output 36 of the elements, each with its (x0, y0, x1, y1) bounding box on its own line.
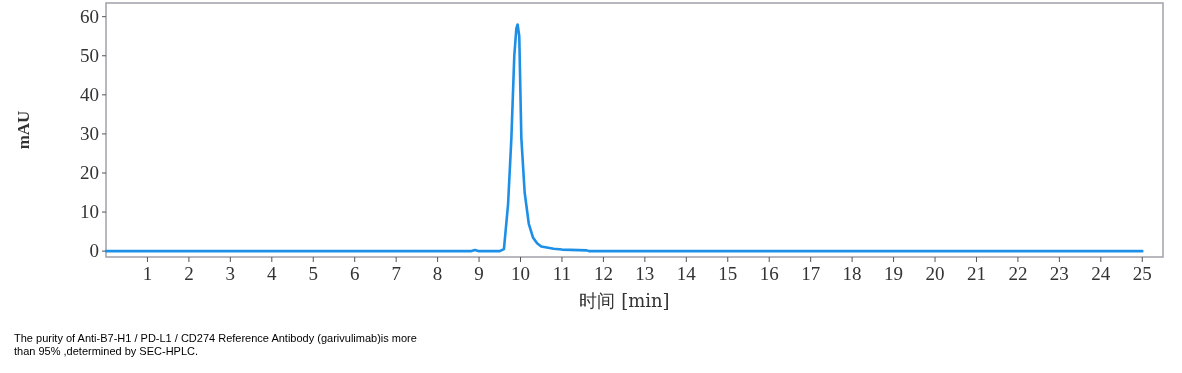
x-tick-label: 2 (184, 263, 194, 284)
x-tick-label: 25 (1132, 263, 1152, 284)
x-tick-label: 16 (759, 263, 779, 284)
y-tick-label: 30 (80, 122, 99, 144)
x-tick-label: 12 (593, 263, 613, 284)
y-tick-label: 40 (80, 83, 99, 105)
y-tick-label: 60 (80, 5, 99, 27)
x-tick-label: 24 (1091, 263, 1111, 284)
x-tick-label: 21 (966, 263, 986, 284)
x-tick-label: 14 (676, 263, 697, 284)
y-axis-title: mAU (14, 110, 33, 150)
x-tick-label: 6 (349, 263, 360, 284)
x-tick-label: 18 (842, 263, 862, 284)
y-tick-label: 10 (80, 201, 99, 223)
x-tick-label: 9 (474, 263, 484, 284)
x-tick-label: 11 (552, 263, 572, 284)
text: The purity of Anti-B7-H1 / PD-L1 / CD274 Reference Antibody (garivulimab)is more than 95% ,determined by SEC-HPLC. (14, 332, 418, 358)
x-tick-label: 1 (142, 263, 153, 284)
x-tick-label: 4 (267, 263, 278, 284)
x-tick-label: 20 (925, 263, 945, 284)
x-tick-label: 13 (635, 263, 655, 284)
x-tick-label: 8 (432, 263, 443, 284)
x-tick-label: 10 (511, 263, 531, 284)
x-tick-label: 15 (718, 263, 738, 284)
x-axis-title: 时间 [min] (579, 290, 670, 311)
x-tick-label: 3 (225, 263, 236, 284)
x-tick-label: 5 (308, 263, 318, 284)
line-series (104, 23, 1144, 253)
x-tick-label: 22 (1008, 263, 1028, 284)
x-tick-label: 23 (1049, 263, 1069, 284)
y-tick-label: 50 (80, 44, 99, 66)
y-tick-label: 0 (89, 240, 99, 262)
x-tick-label: 7 (391, 263, 401, 284)
y-tick-label: 20 (80, 161, 99, 183)
x-tick-label: 19 (884, 263, 904, 284)
x-tick-label: 17 (801, 263, 821, 284)
